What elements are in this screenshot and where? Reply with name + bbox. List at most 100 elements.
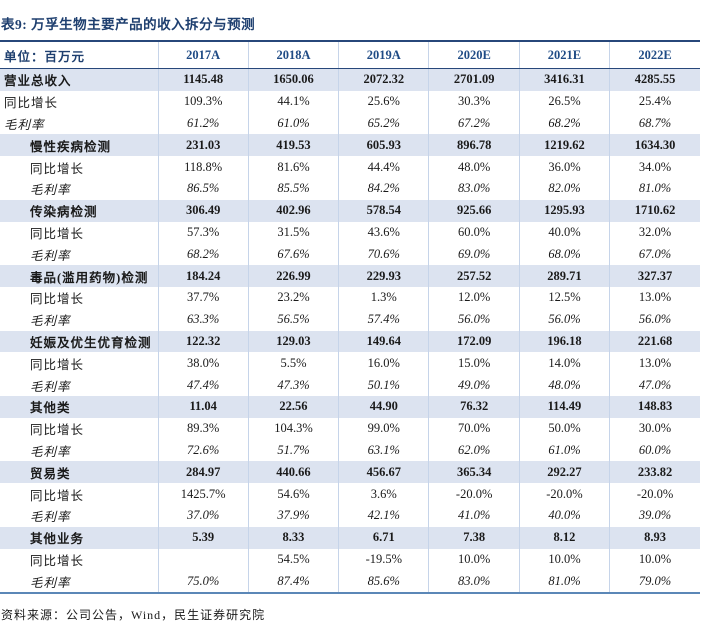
value-cell: 79.0% — [609, 570, 700, 594]
table-row: 同比增长 89.3% 104.3% 99.0% 70.0% 50.0% 30.0% — [0, 417, 700, 440]
value-cell: 75.0% — [157, 570, 249, 594]
value-cell: 257.52 — [428, 265, 520, 287]
value-cell: 82.0% — [518, 177, 610, 200]
value-cell: 81.6% — [247, 156, 339, 178]
value-cell: 5.39 — [157, 526, 249, 549]
row-label: 同比增长 — [30, 226, 85, 241]
value-cell: 1145.48 — [157, 68, 249, 91]
value-cell: 7.38 — [428, 526, 520, 549]
value-cell: 47.0% — [609, 374, 700, 396]
table-row: 毛利率 86.5% 85.5% 84.2% 83.0% 82.0% 81.0% — [0, 177, 700, 200]
value-cell: 2072.32 — [338, 68, 429, 91]
value-cell: 54.6% — [247, 483, 339, 505]
value-cell: 196.18 — [518, 330, 610, 353]
value-cell: 47.3% — [247, 374, 339, 396]
value-cell: 15.0% — [428, 352, 520, 375]
value-cell: 50.0% — [518, 417, 610, 440]
value-cell: 47.4% — [157, 374, 249, 396]
row-label: 其他类 — [0, 395, 158, 418]
value-cell: 1.3% — [338, 286, 429, 309]
column-header: 2018A — [247, 41, 339, 69]
row-label: 毛利率 — [30, 575, 71, 590]
table-row: 毛利率 72.6% 51.7% 63.1% 62.0% 61.0% 60.0% — [0, 439, 700, 462]
value-cell: 49.0% — [428, 374, 520, 396]
value-cell: 10.0% — [518, 548, 610, 571]
value-cell: 37.7% — [157, 286, 249, 309]
value-cell: 68.2% — [518, 112, 610, 135]
row-label: 同比增长 — [30, 423, 85, 438]
value-cell: 578.54 — [338, 199, 429, 222]
value-cell: 44.4% — [338, 156, 429, 178]
value-cell: 229.93 — [338, 265, 429, 287]
value-cell: 118.8% — [157, 156, 249, 178]
table-row: 慢性疾病检测 231.03 419.53 605.93 896.78 1219.62 163… — [0, 134, 700, 157]
value-cell: 36.0% — [518, 156, 610, 178]
value-cell: -19.5% — [338, 548, 429, 571]
value-cell: 8.12 — [518, 526, 610, 549]
value-cell: 37.9% — [247, 504, 339, 527]
value-cell: 40.0% — [518, 221, 610, 244]
value-cell: 34.0% — [609, 156, 700, 178]
row-label: 毛利率 — [30, 510, 71, 525]
row-label: 毛利率 — [30, 379, 71, 394]
row-label: 传染病检测 — [0, 199, 158, 222]
value-cell: 1219.62 — [518, 134, 610, 157]
value-cell: 456.67 — [338, 461, 429, 484]
value-cell: 1295.93 — [518, 199, 610, 222]
row-label: 同比增长 — [30, 488, 85, 503]
table-row: 毒品(滥用药物)检测 184.24 226.99 229.93 257.52 289.71… — [0, 265, 700, 287]
value-cell: 14.0% — [518, 352, 610, 375]
value-cell: 99.0% — [338, 417, 429, 440]
value-cell: 70.6% — [338, 243, 429, 266]
value-cell: 149.64 — [338, 330, 429, 353]
table-row: 传染病检测 306.49 402.96 578.54 925.66 1295.93 1710… — [0, 199, 700, 222]
value-cell: 109.3% — [157, 90, 249, 113]
value-cell: 60.0% — [428, 221, 520, 244]
table-title: 表9: 万孚生物主要产品的收入拆分与预测 — [1, 17, 256, 32]
row-label: 毛利率 — [30, 248, 71, 263]
table-row: 营业总收入 1145.48 1650.06 2072.32 2701.09 3416.31… — [0, 68, 700, 91]
value-cell: 184.24 — [157, 265, 249, 287]
value-cell: 104.3% — [247, 417, 339, 440]
value-cell: 6.71 — [338, 526, 429, 549]
value-cell: 68.2% — [157, 243, 249, 266]
value-cell: 67.0% — [609, 243, 700, 266]
value-cell: 85.5% — [247, 177, 339, 200]
column-header: 2019A — [338, 41, 429, 69]
value-cell: 1650.06 — [247, 68, 339, 91]
value-cell: 233.82 — [609, 461, 700, 484]
value-cell: 11.04 — [157, 395, 249, 418]
value-cell: 56.5% — [247, 308, 339, 331]
value-cell: 114.49 — [518, 395, 610, 418]
table-row: 毛利率 37.0% 37.9% 42.1% 41.0% 40.0% 39.0% — [0, 504, 700, 527]
table-row: 毛利率 68.2% 67.6% 70.6% 69.0% 68.0% 67.0% — [0, 243, 700, 266]
value-cell: 40.0% — [518, 504, 610, 527]
value-cell: 56.0% — [518, 308, 610, 331]
value-cell: 22.56 — [247, 395, 339, 418]
value-cell: 402.96 — [247, 199, 339, 222]
table-row: 其他业务 5.39 8.33 6.71 7.38 8.12 8.93 — [0, 526, 700, 549]
value-cell: 61.0% — [518, 439, 610, 462]
column-header: 2020E — [428, 41, 520, 69]
value-cell: 62.0% — [428, 439, 520, 462]
table-row: 毛利率 47.4% 47.3% 50.1% 49.0% 48.0% 47.0% — [0, 374, 700, 396]
unit-label: 单位：百万元 — [0, 41, 158, 69]
value-cell: 327.37 — [609, 265, 700, 287]
value-cell: 83.0% — [428, 177, 520, 200]
table-row: 同比增长 109.3% 44.1% 25.6% 30.3% 26.5% 25.4% — [0, 90, 700, 113]
value-cell: 896.78 — [428, 134, 520, 157]
value-cell: 43.6% — [338, 221, 429, 244]
value-cell: 44.1% — [247, 90, 339, 113]
value-cell: 4285.55 — [609, 68, 700, 91]
value-cell: 84.2% — [338, 177, 429, 200]
value-cell: 419.53 — [247, 134, 339, 157]
row-label: 同比增长 — [30, 357, 85, 372]
table-body: 营业总收入 1145.48 1650.06 2072.32 2701.09 3416.31… — [0, 68, 700, 594]
table-row: 其他类 11.04 22.56 44.90 76.32 114.49 148.83 — [0, 395, 700, 418]
value-cell: 38.0% — [157, 352, 249, 375]
table-row: 同比增长 1425.7% 54.6% 3.6% -20.0% -20.0% -20.0% — [0, 483, 700, 505]
value-cell: 48.0% — [518, 374, 610, 396]
value-cell: 10.0% — [609, 548, 700, 571]
value-cell: 60.0% — [609, 439, 700, 462]
